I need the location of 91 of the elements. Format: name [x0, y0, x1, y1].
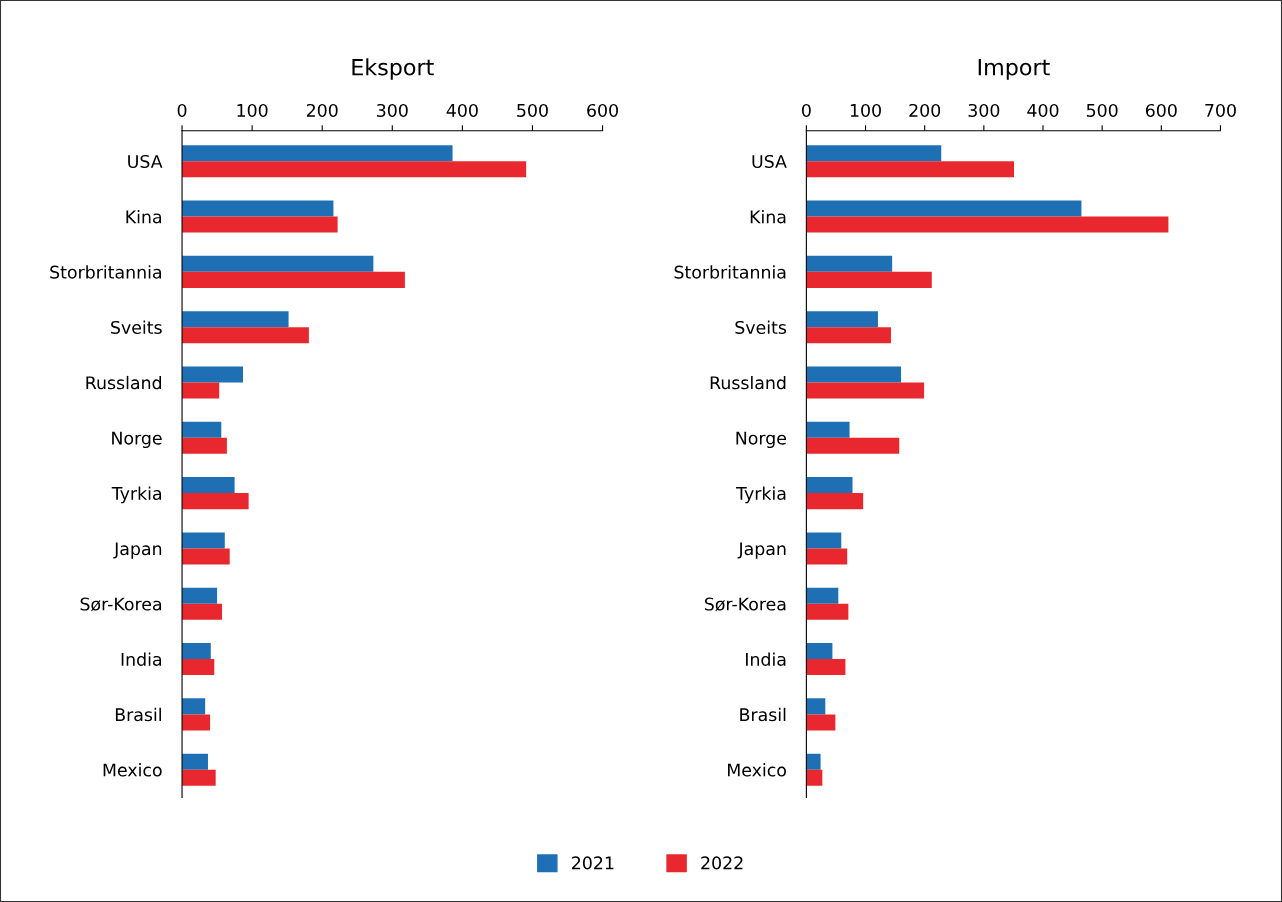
- x-tick-label: 500: [1086, 103, 1118, 118]
- y-tick-label: India: [121, 652, 162, 666]
- x-tick-label: 100: [850, 103, 881, 118]
- y-tick-label: Japan: [113, 542, 162, 559]
- y-tick-label: Sør-Korea: [704, 597, 786, 612]
- x-tick-label: 400: [1027, 103, 1059, 118]
- y-tick-label: Brasil: [115, 707, 161, 722]
- bar: [806, 698, 826, 715]
- x-tick-label: 100: [237, 103, 268, 118]
- bar: [182, 421, 222, 438]
- bar: [806, 477, 853, 494]
- bar: [182, 161, 527, 178]
- bar: [182, 366, 244, 383]
- bar: [806, 532, 842, 549]
- bar: [182, 753, 208, 770]
- bar: [806, 603, 849, 620]
- bar: [182, 382, 220, 399]
- bar: [806, 216, 1169, 233]
- x-tick-label: 400: [446, 103, 478, 118]
- x-tick-label: 300: [968, 103, 1000, 118]
- bar: [806, 493, 864, 510]
- y-tick-label: Japan: [737, 542, 786, 559]
- bar: [182, 714, 211, 731]
- bar: [806, 145, 942, 162]
- bar: [806, 714, 836, 731]
- y-tick-label: Sveits: [111, 320, 162, 335]
- y-tick-label: Mexico: [103, 763, 162, 777]
- x-tick-label: 500: [517, 103, 548, 118]
- x-tick-label: 300: [377, 103, 408, 118]
- y-tick-label: India: [746, 652, 786, 666]
- bar: [182, 603, 222, 620]
- y-tick-label: Norge: [112, 431, 162, 449]
- bar: [182, 216, 338, 233]
- legend-label: 2021: [572, 856, 614, 870]
- y-tick-label: Brasil: [740, 707, 786, 722]
- bar: [182, 548, 230, 565]
- y-tick-label: Russland: [710, 375, 786, 390]
- y-tick-label: Kina: [750, 209, 786, 224]
- x-tick-label: 200: [909, 103, 941, 118]
- bar: [182, 327, 309, 344]
- bar: [182, 200, 334, 217]
- chart-title: Import: [978, 59, 1050, 80]
- bar: [806, 437, 900, 454]
- bar: [806, 327, 891, 344]
- x-tick-label: 600: [587, 103, 618, 118]
- bar: [182, 769, 216, 786]
- bar: [806, 161, 1015, 178]
- y-tick-label: Tyrkia: [111, 486, 162, 504]
- chart-title: Eksport: [352, 58, 434, 80]
- bar: [182, 271, 405, 288]
- x-tick-label: 0: [802, 103, 811, 118]
- y-tick-label: Sveits: [735, 320, 787, 335]
- bar: [182, 532, 225, 549]
- y-tick-label: USA: [128, 154, 163, 169]
- bar: [182, 311, 289, 328]
- bar: [806, 255, 893, 272]
- bar: [182, 493, 249, 510]
- bar: [182, 698, 206, 715]
- y-tick-label: Norge: [736, 431, 787, 449]
- bar: [806, 659, 846, 676]
- bar: [182, 145, 453, 162]
- y-tick-label: Storbritannia: [50, 265, 162, 279]
- x-tick-label: 200: [306, 103, 338, 118]
- bar: [806, 587, 839, 604]
- bar: [806, 311, 878, 328]
- bar: [806, 548, 848, 565]
- x-tick-label: 0: [177, 103, 187, 118]
- bar: [182, 437, 227, 454]
- y-tick-label: Storbritannia: [674, 265, 786, 279]
- bar: [806, 382, 925, 399]
- y-tick-label: Mexico: [728, 763, 786, 777]
- bar: [806, 200, 1082, 217]
- bar: [806, 366, 902, 383]
- x-tick-label: 700: [1205, 103, 1236, 118]
- bar: [806, 769, 823, 786]
- y-tick-label: Tyrkia: [736, 486, 786, 504]
- bar: [182, 477, 235, 494]
- bar: [182, 643, 211, 660]
- bar: [182, 255, 374, 272]
- y-tick-label: USA: [752, 154, 787, 169]
- bar: [182, 587, 218, 604]
- y-tick-label: Sør-Korea: [80, 597, 162, 612]
- y-tick-label: Kina: [126, 209, 162, 224]
- x-tick-label: 600: [1145, 103, 1177, 118]
- bar: [806, 753, 821, 770]
- bar: [806, 271, 932, 288]
- y-tick-label: Russland: [86, 375, 162, 390]
- bar: [806, 421, 850, 438]
- legend-label: 2022: [701, 856, 743, 870]
- bar: [806, 643, 833, 660]
- bar: [182, 659, 215, 676]
